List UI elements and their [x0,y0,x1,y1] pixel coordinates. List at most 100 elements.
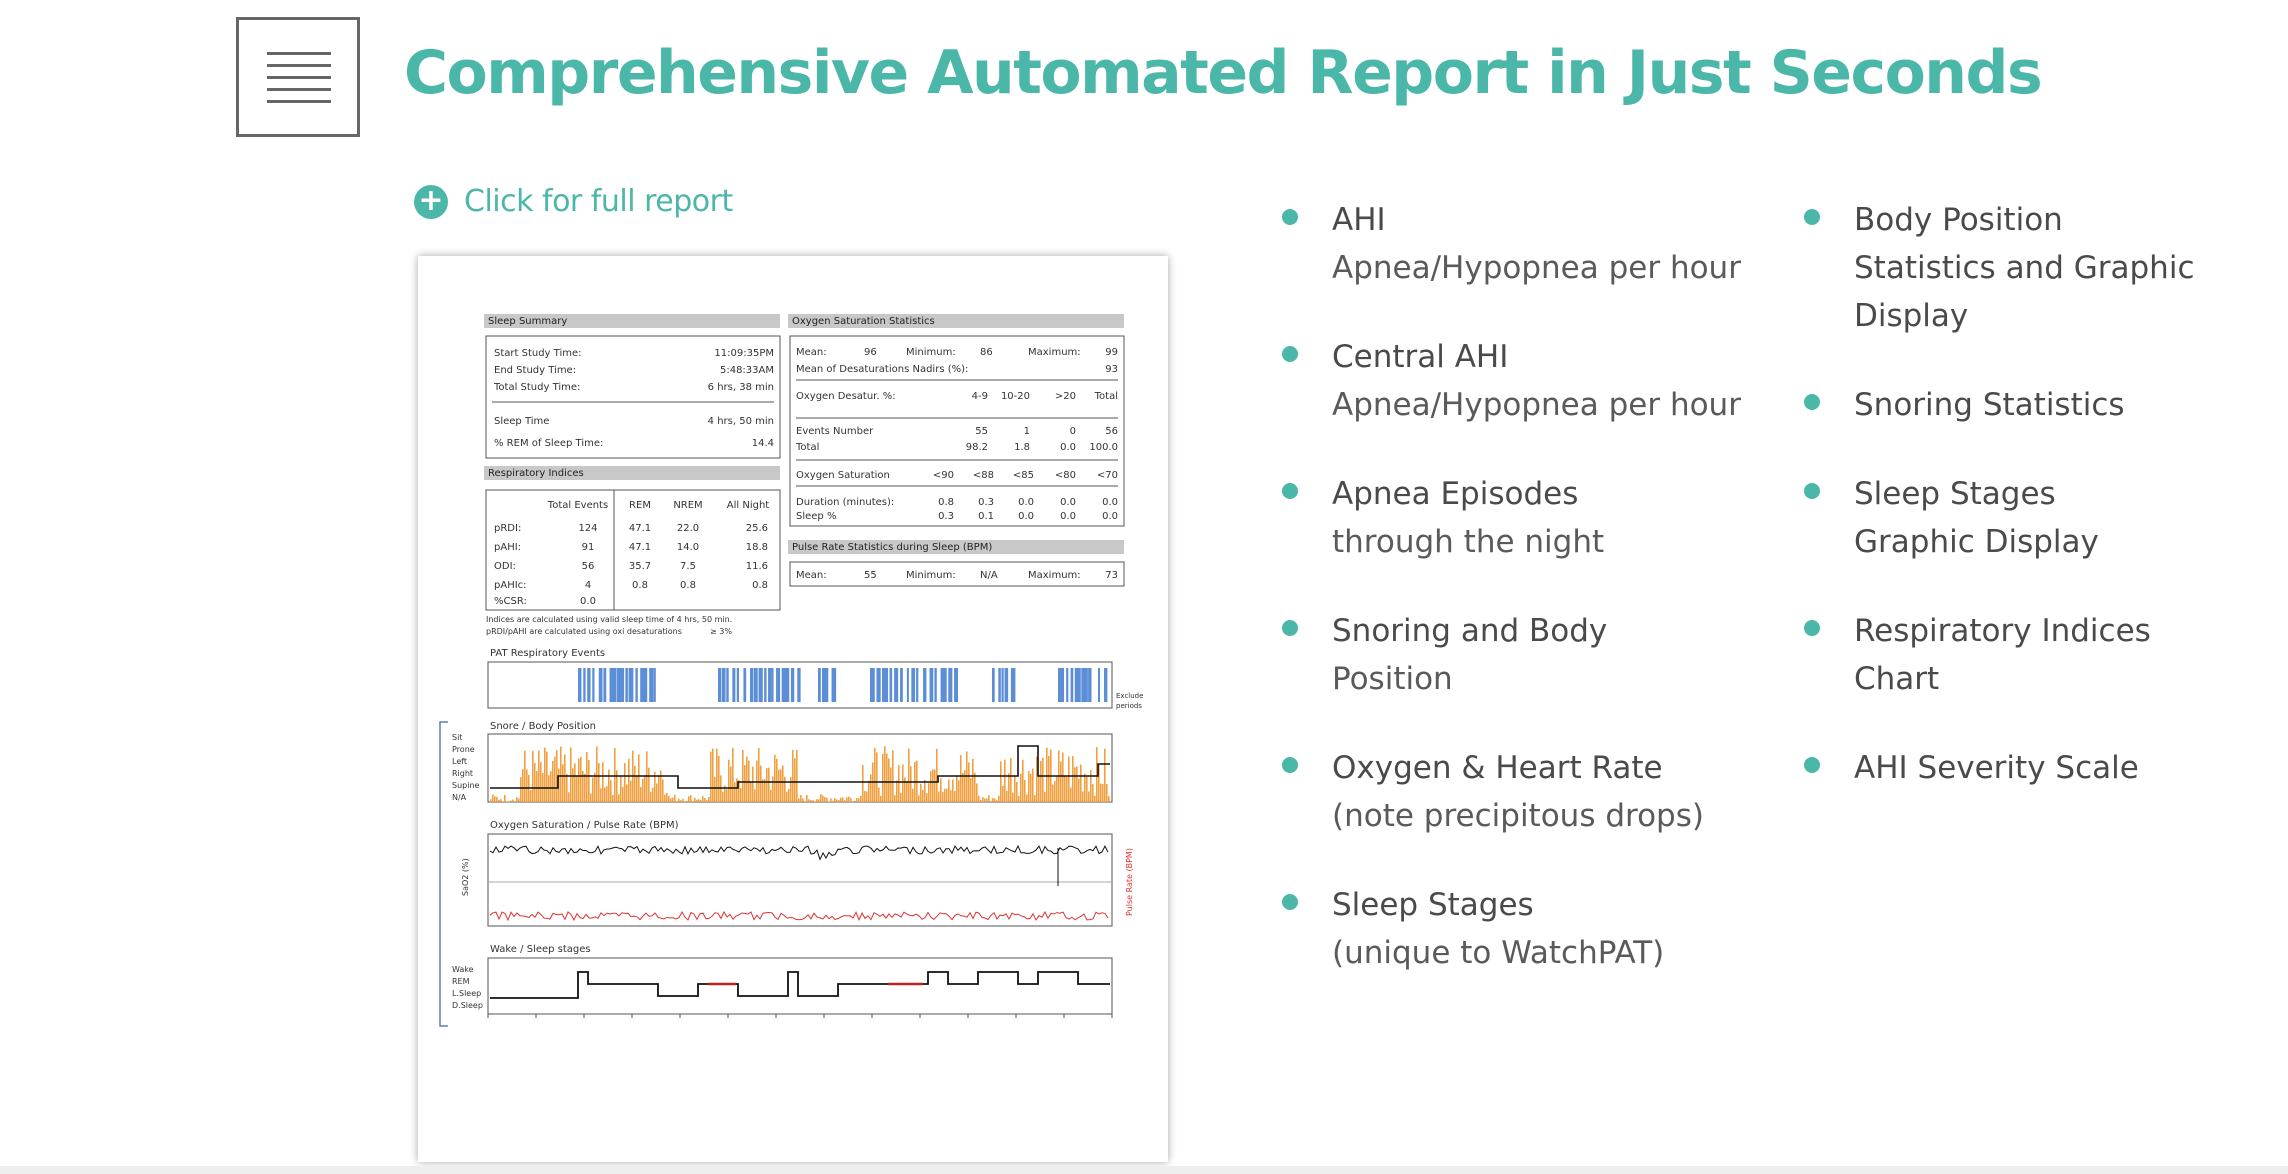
svg-text:Sleep %: Sleep % [796,511,836,522]
pat-event-bar [753,668,758,702]
snore-spike [782,765,784,802]
snore-spike [856,798,858,802]
svg-text:REM: REM [452,977,470,986]
snore-spike [926,793,928,802]
snore-spike [928,783,930,802]
svg-text:Mean:: Mean: [796,347,827,358]
snore-spike [842,797,844,802]
spo2-axis-label: SaO2 (%) [461,858,470,896]
snore-spike [1098,764,1100,802]
bullet-icon [1804,757,1820,773]
pat-event-bar [736,668,739,702]
snore-spike [820,794,822,802]
svg-text:35.7: 35.7 [629,561,651,572]
svg-text:93: 93 [1105,364,1118,375]
snore-spike [1104,748,1106,802]
svg-text:73: 73 [1105,570,1118,581]
plus-circle-icon: + [414,184,448,219]
snore-spike [582,770,584,802]
pulse-stats: Mean: 55 Minimum: N/A Maximum: 73 [796,570,1118,581]
pat-event-bar [1088,668,1092,702]
snore-spike [642,778,644,802]
snore-spike [936,748,938,802]
snore-spike [736,778,738,802]
snore-spike [840,797,842,802]
pat-event-bar [785,668,790,702]
snore-spike [502,801,504,802]
snore-spike [710,751,712,802]
snore-spike [1082,791,1084,802]
snore-spike [870,774,872,802]
svg-text:22.0: 22.0 [677,523,699,534]
snore-spike [1060,761,1062,802]
pat-event-bar [578,668,582,702]
svg-text:Total Study Time:: Total Study Time: [493,382,580,393]
snore-spike [1054,780,1056,802]
snore-spike [586,751,588,802]
spo2-chart-title: Oxygen Saturation / Pulse Rate (BPM) [490,820,679,831]
snore-spike [864,791,866,802]
pat-event-bar [616,668,621,702]
snore-spike [984,798,986,802]
pat-event-bar [882,668,886,702]
snore-spike [784,776,786,802]
snore-spike [564,754,566,802]
snore-spike [638,754,640,802]
snore-spike [1074,767,1076,802]
svg-text:56: 56 [582,561,595,572]
menu-line-icon [267,52,331,55]
svg-text:Supine: Supine [452,781,480,790]
snore-spike [838,800,840,802]
snore-spike [898,765,900,802]
snore-spike [660,770,662,802]
pat-event-bar [612,668,617,702]
bullet-icon [1282,620,1298,636]
snore-spike [970,778,972,802]
snore-spike [942,791,944,802]
snore-spike [804,801,806,802]
svg-text:0.0: 0.0 [1060,497,1076,508]
svg-text:Right: Right [452,769,473,778]
snore-spike [988,795,990,802]
snore-spike [620,776,622,802]
bullet-icon [1804,394,1820,410]
snore-spike [886,753,888,802]
menu-line-icon [267,64,331,67]
menu-button[interactable] [236,17,360,137]
snore-spike [884,746,886,802]
full-report-link[interactable]: + Click for full report [414,184,733,219]
svg-text:Exclude: Exclude [1116,692,1143,700]
svg-text:D.Sleep: D.Sleep [452,1001,483,1010]
snore-spike [908,748,910,802]
snore-spike [978,795,980,802]
feature-title: Snoring and Body [1332,613,1608,649]
snore-spike [906,781,908,802]
pulse-trace [489,910,1109,922]
snore-spike [862,765,864,802]
snore-spike [786,791,788,802]
snore-spike [512,799,514,802]
feature-title: Apnea Episodes [1332,476,1579,512]
report-preview[interactable]: Sleep Summary Start Study Time: 11:09:35… [418,256,1168,1162]
snore-spike [1020,773,1022,802]
snore-spike [732,747,734,802]
pat-event-bar [998,668,1001,702]
snore-spike [844,800,846,802]
sleep-stages-chart [490,971,1110,999]
pat-event-bar [1098,668,1101,702]
snore-spike [628,759,630,802]
snore-spike [868,780,870,802]
snore-spike [698,799,700,802]
svg-text:56: 56 [1105,426,1118,437]
snore-spike [540,762,542,802]
pat-event-bar [818,668,821,702]
feature-item: Snoring Statistics [1804,381,2195,429]
pat-event-bar [923,668,927,702]
snore-spike [668,796,670,802]
pat-event-bar [831,668,837,702]
snore-spike [1034,795,1036,802]
snore-spike [516,797,518,802]
feature-subtitle: through the night [1332,524,1605,560]
pat-event-bar [643,668,648,702]
snore-spike [768,767,770,802]
